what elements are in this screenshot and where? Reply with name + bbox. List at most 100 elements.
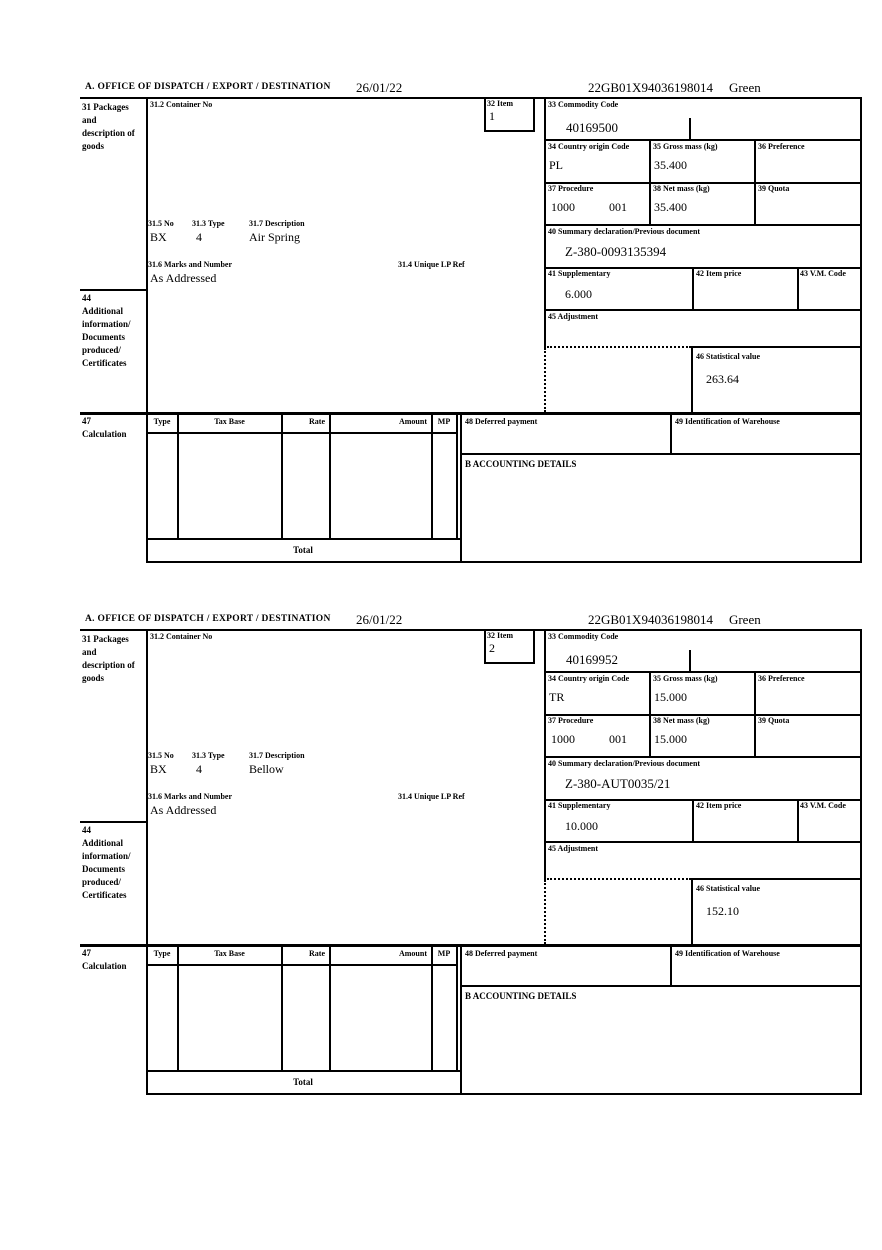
procedure-value: 1000 001 xyxy=(551,200,627,215)
item-number-box xyxy=(484,97,535,132)
total-label: Total xyxy=(293,1077,313,1087)
box47-label: 47 Calculation xyxy=(82,948,127,971)
divider xyxy=(177,412,179,540)
col-amount-header: Amount xyxy=(398,949,427,958)
deferred-payment-label: 48 Deferred payment xyxy=(465,949,538,958)
section-a-title: A. OFFICE OF DISPATCH / EXPORT / DESTINA… xyxy=(85,614,331,624)
net-mass-label: 38 Net mass (kg) xyxy=(653,184,710,193)
gross-mass-value: 35.400 xyxy=(654,158,687,172)
gross-mass-label: 35 Gross mass (kg) xyxy=(653,674,718,683)
divider xyxy=(860,97,862,563)
procedure-code-2: 001 xyxy=(609,732,627,746)
divider xyxy=(691,878,693,946)
divider xyxy=(754,139,756,184)
divider xyxy=(431,944,433,1072)
col-taxbase-header: Tax Base xyxy=(214,417,245,426)
quota-label: 39 Quota xyxy=(758,184,790,193)
quota-label: 39 Quota xyxy=(758,716,790,725)
entry-number: 22GB01X94036198014 xyxy=(588,612,713,627)
divider xyxy=(460,985,862,987)
marks-label: 31.6 Marks and Number xyxy=(148,792,233,801)
divider xyxy=(797,267,799,311)
item-number-value: 2 xyxy=(489,641,495,655)
divider xyxy=(544,756,862,758)
unique-lp-ref-label: 31.4 Unique LP Ref xyxy=(398,260,465,269)
divider xyxy=(544,309,862,311)
package-no-value: BX xyxy=(150,762,167,776)
vm-code-label: 43 V.M. Code xyxy=(800,801,846,810)
dotted-divider xyxy=(544,880,546,944)
item-label: 32 Item xyxy=(487,99,513,108)
divider xyxy=(544,97,546,348)
divider xyxy=(670,412,672,455)
divider xyxy=(177,944,179,1072)
col-mp-header: MP xyxy=(437,417,451,426)
divider xyxy=(460,944,462,1095)
accounting-details-label: B ACCOUNTING DETAILS xyxy=(465,459,577,469)
procedure-label: 37 Procedure xyxy=(548,184,594,193)
entry-number-line: 22GB01X94036198014 Green xyxy=(588,80,761,96)
divider xyxy=(329,412,331,540)
divider xyxy=(146,97,148,563)
package-type-value: 4 xyxy=(196,762,202,776)
net-mass-value: 15.000 xyxy=(654,732,687,746)
divider xyxy=(544,799,862,801)
divider xyxy=(691,878,861,880)
procedure-code-2: 001 xyxy=(609,200,627,214)
warehouse-id-label: 49 Identification of Warehouse xyxy=(675,949,780,958)
package-type-value: 4 xyxy=(196,230,202,244)
country-origin-label: 34 Country origin Code xyxy=(548,674,630,683)
divider xyxy=(691,346,861,348)
divider xyxy=(80,629,862,631)
preference-label: 36 Preference xyxy=(758,674,805,683)
item-label: 32 Item xyxy=(487,631,513,640)
package-no-label: 31.5 No xyxy=(148,751,174,760)
col-amount-header: Amount xyxy=(398,417,427,426)
col-mp-header: MP xyxy=(437,949,451,958)
container-no-label: 31.2 Container No xyxy=(150,100,213,109)
acceptance-date: 26/01/22 xyxy=(356,80,403,95)
box44-label: 44 Additional information/ Documents pro… xyxy=(82,293,131,368)
col-rate-header: Rate xyxy=(309,949,325,958)
statistical-value: 263.64 xyxy=(706,372,739,386)
box31-label: 31 Packages and description of goods xyxy=(82,102,135,151)
dotted-divider xyxy=(547,346,691,348)
description-value: Air Spring xyxy=(249,230,300,244)
col-type-header: Type xyxy=(153,417,171,426)
commodity-code-value: 40169500 xyxy=(566,120,618,135)
divider xyxy=(80,97,862,99)
divider xyxy=(146,1093,862,1095)
entry-number: 22GB01X94036198014 xyxy=(588,80,713,95)
divider xyxy=(431,412,433,540)
divider xyxy=(544,629,546,880)
statistical-value: 152.10 xyxy=(706,904,739,918)
package-no-value: BX xyxy=(150,230,167,244)
description-value: Bellow xyxy=(249,762,284,776)
box47-label: 47 Calculation xyxy=(82,416,127,439)
preference-label: 36 Preference xyxy=(758,142,805,151)
divider xyxy=(80,412,862,415)
marks-value: As Addressed xyxy=(150,271,217,285)
country-origin-value: TR xyxy=(549,690,565,704)
divider xyxy=(544,224,862,226)
divider xyxy=(754,182,756,226)
divider xyxy=(797,799,799,843)
divider xyxy=(544,267,862,269)
country-origin-value: PL xyxy=(549,158,564,172)
divider xyxy=(329,944,331,1072)
procedure-label: 37 Procedure xyxy=(548,716,594,725)
entry-number-line: 22GB01X94036198014 Green xyxy=(588,612,761,628)
divider xyxy=(692,267,694,311)
deferred-payment-label: 48 Deferred payment xyxy=(465,417,538,426)
country-origin-label: 34 Country origin Code xyxy=(548,142,630,151)
commodity-code-value: 40169952 xyxy=(566,652,618,667)
routing-status: Green xyxy=(728,612,761,627)
routing-status: Green xyxy=(728,80,761,95)
marks-value: As Addressed xyxy=(150,803,217,817)
statistical-value-label: 46 Statistical value xyxy=(696,352,760,361)
divider xyxy=(649,139,651,184)
statistical-value-label: 46 Statistical value xyxy=(696,884,760,893)
divider xyxy=(649,671,651,716)
divider xyxy=(754,671,756,716)
total-label: Total xyxy=(293,545,313,555)
